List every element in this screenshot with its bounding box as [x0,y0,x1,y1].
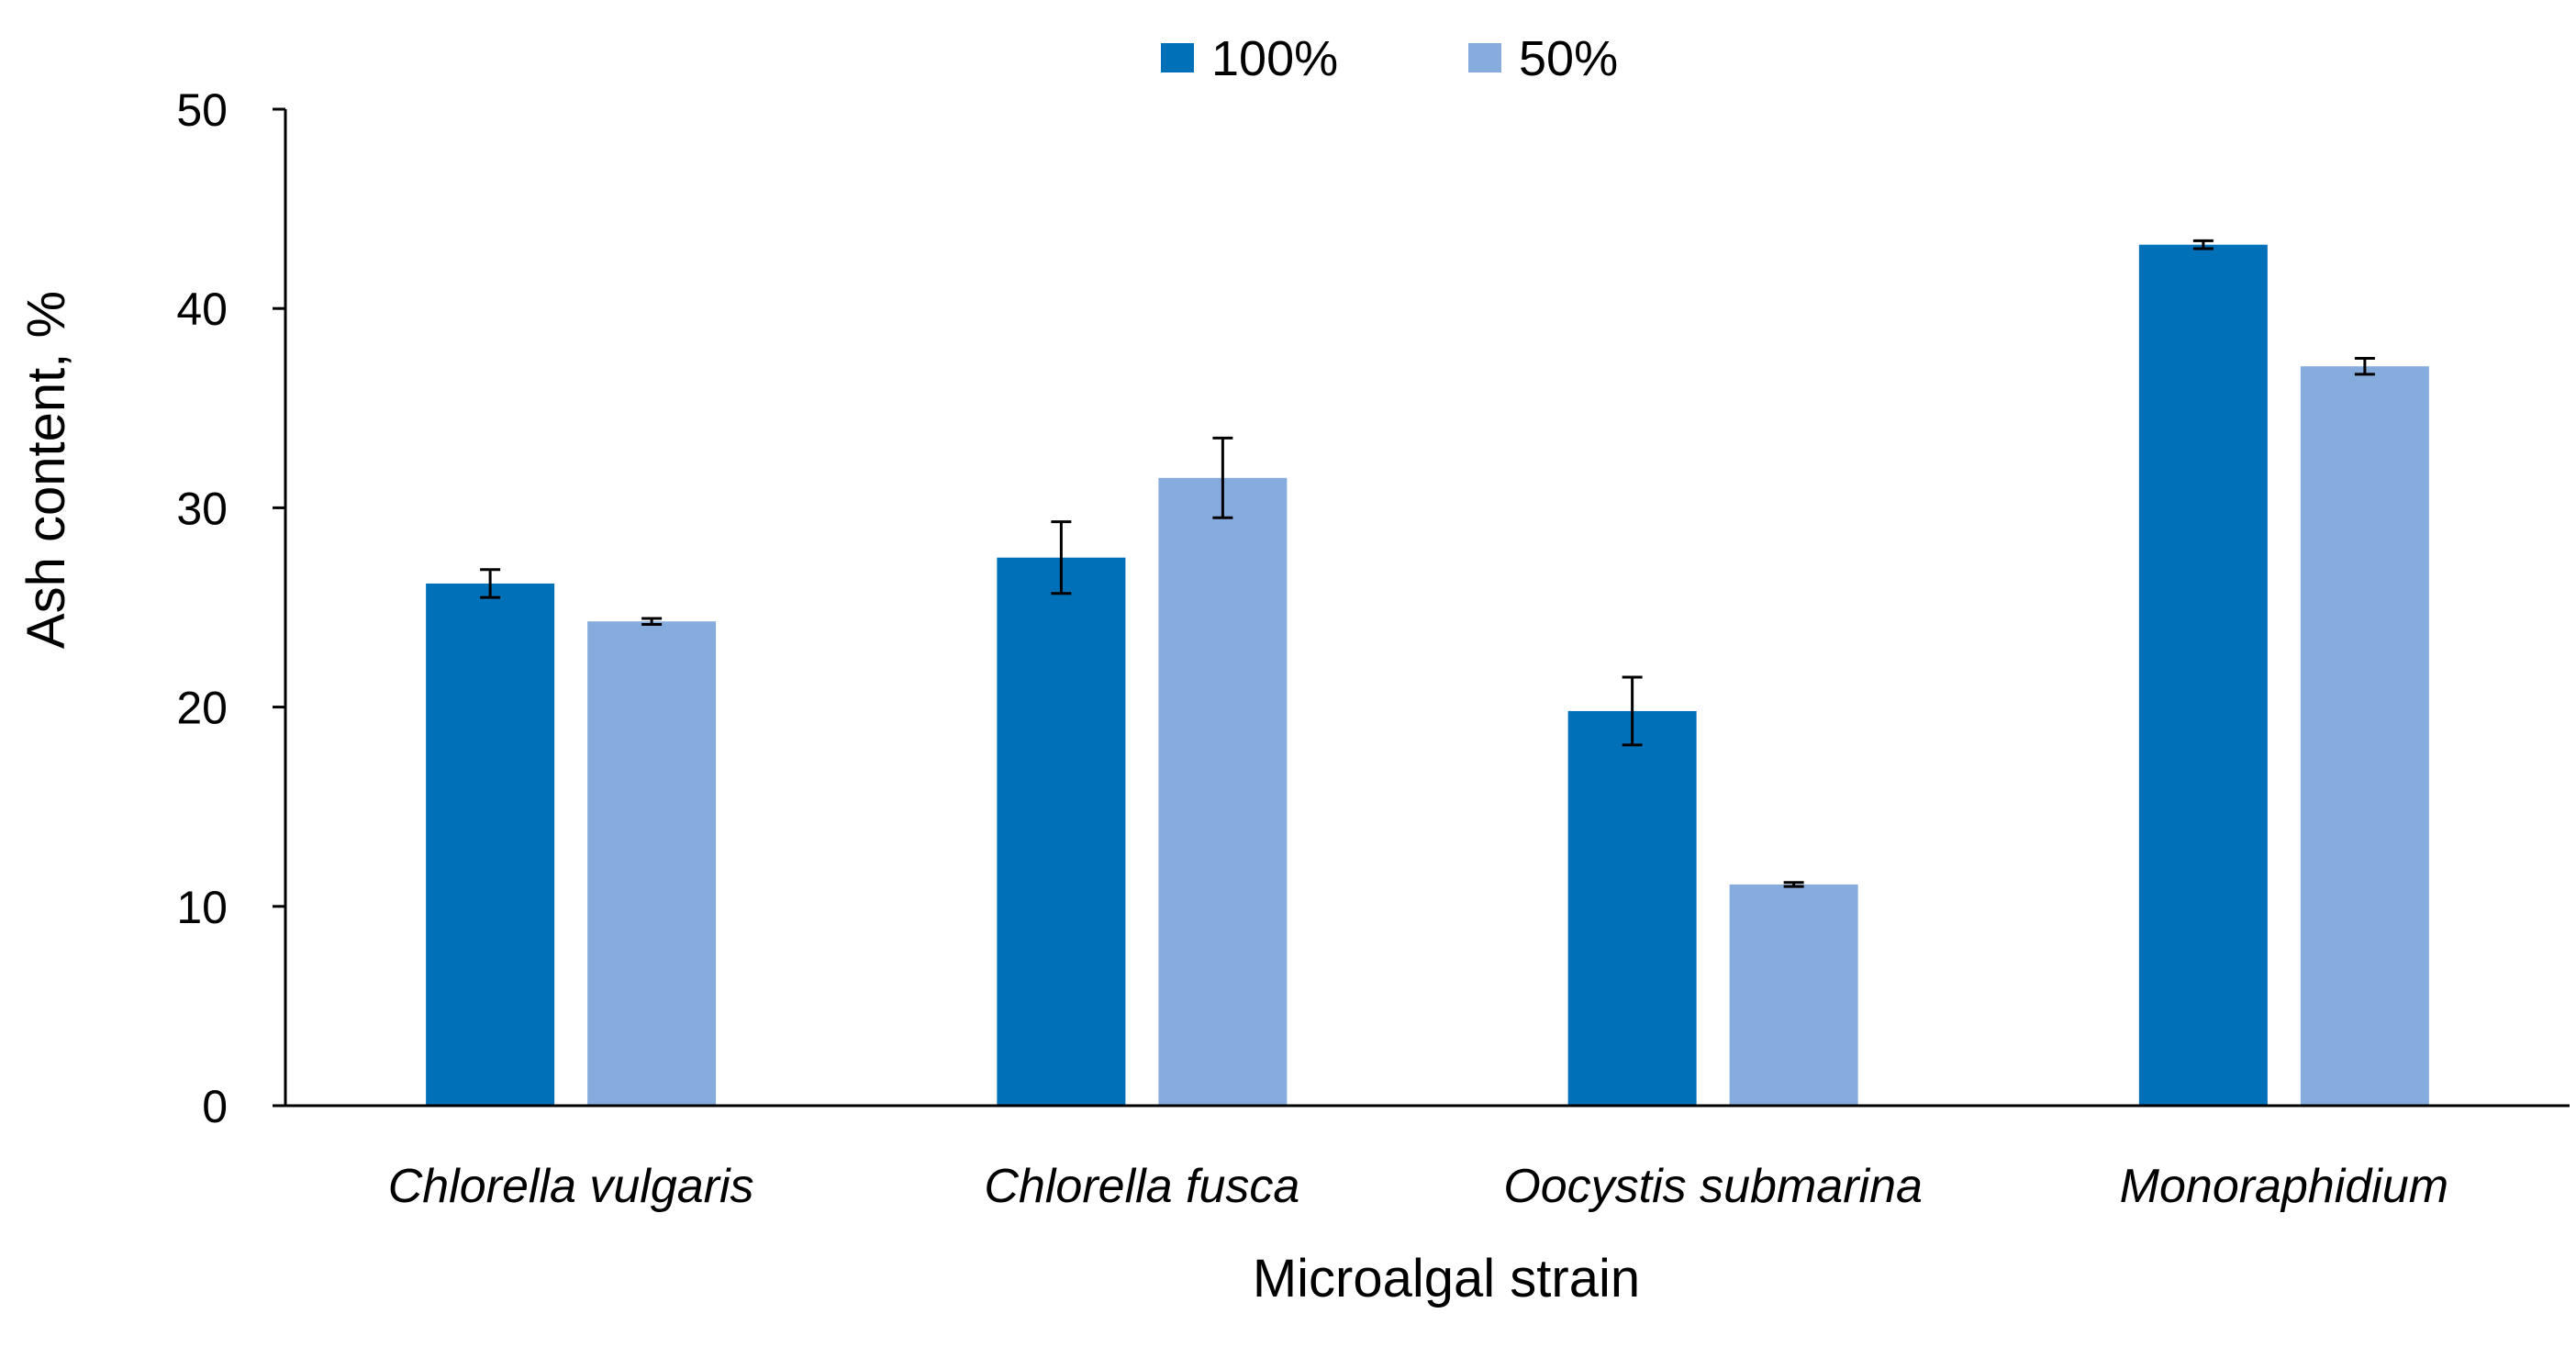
y-axis-label: Ash content, % [17,291,76,649]
legend: 100% 50% [1161,31,1618,86]
x-axis: Chlorella vulgaris Chlorella fusca Oocysti… [285,1104,2570,1213]
y-tick-label: 20 [176,683,228,734]
x-tick-label: Monoraphidium [2120,1160,2448,1213]
bars [426,244,2429,1106]
bar [1567,710,1697,1106]
x-axis-label: Microalgal strain [1253,1249,1640,1308]
bar [997,557,1126,1106]
x-tick-label: Oocystis submarina [1503,1160,1923,1213]
y-tick-label: 0 [202,1081,228,1132]
bar [2138,244,2268,1106]
error-bars [480,239,2375,888]
bar [426,583,555,1106]
x-tick-label: Chlorella vulgaris [388,1160,754,1213]
y-tick-label: 40 [176,284,228,335]
legend-label: 100% [1211,31,1338,86]
bar [1158,477,1288,1106]
bar [2300,366,2429,1106]
y-axis: 0 10 20 30 40 50 [176,84,287,1132]
y-tick-label: 10 [176,882,228,933]
legend-swatch [1161,43,1194,72]
bar [1729,884,1858,1106]
bar [587,621,717,1106]
legend-label: 50% [1519,31,1618,86]
x-tick-label: Chlorella fusca [984,1160,1299,1213]
legend-swatch [1468,43,1501,72]
y-tick-label: 30 [176,483,228,534]
y-tick-label: 50 [176,84,228,136]
